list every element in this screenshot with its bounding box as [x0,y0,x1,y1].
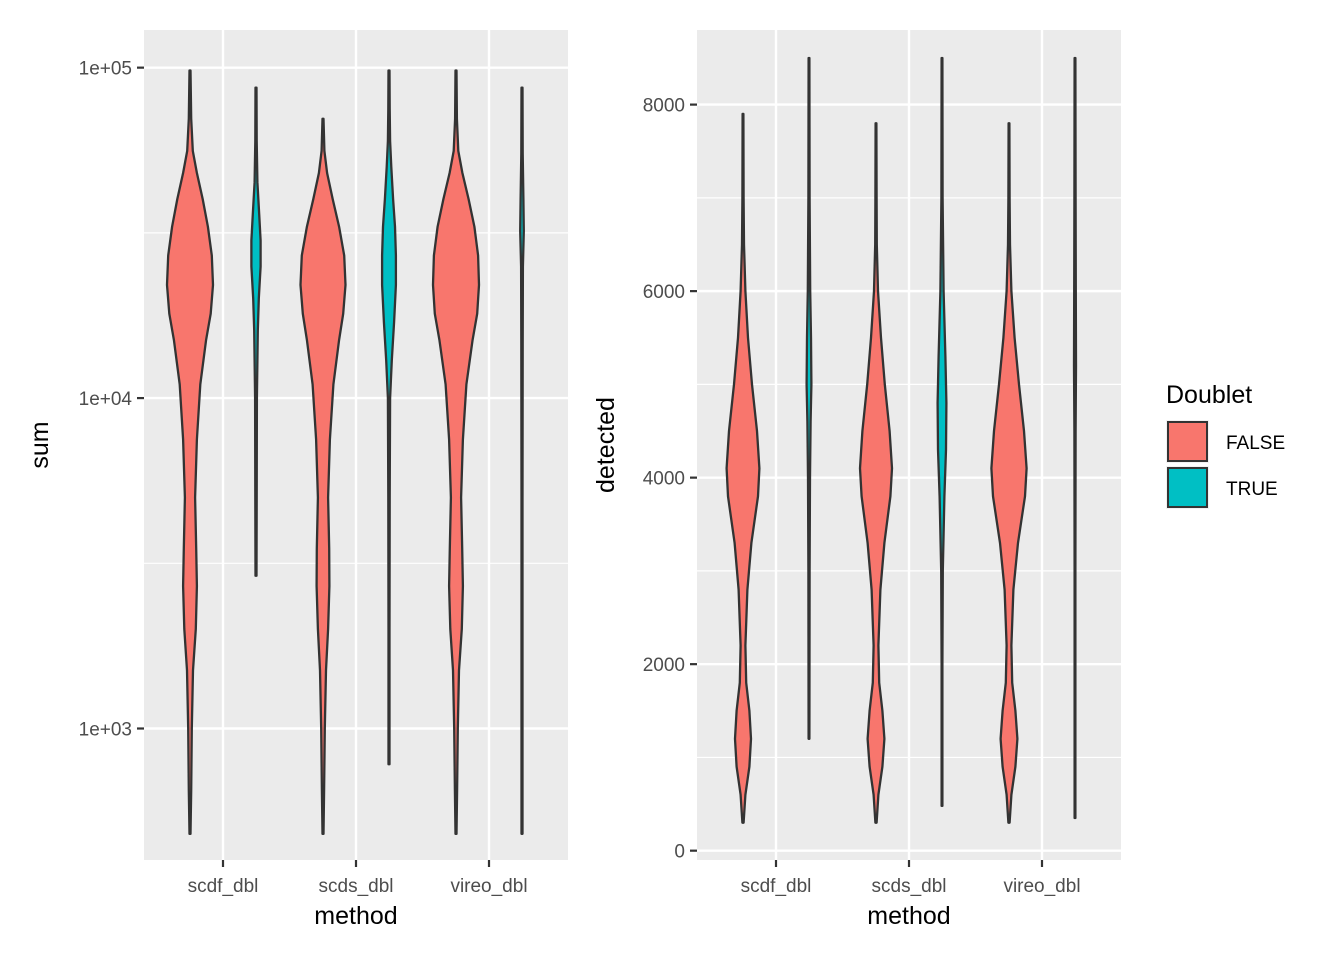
violin-true-scdf_dbl [250,86,262,577]
violin-false-scdf_dbl [725,112,761,824]
legend-key-false [1167,421,1208,462]
violin-true-scds_dbl [380,69,398,766]
y-tick-label: 0 [674,842,685,863]
x-tick-label: scdf_dbl [188,876,259,897]
panel-detected: 0 2000 4000 6000 8000 scdf_dbl scds_dbl vireo_d… [592,30,1121,930]
violin-true-vireo_dbl [1072,56,1078,820]
x-tick-label: vireo_dbl [1003,876,1080,897]
violin-false-scdf_dbl [165,69,215,835]
x-axis-title: method [314,902,397,930]
violin-false-vireo_dbl [990,122,1028,824]
y-axis-title: sum [26,421,54,468]
legend-label-true: TRUE [1226,479,1278,500]
legend-title: Doublet [1166,381,1252,409]
violin-true-scds_dbl [936,56,948,808]
y-tick-label: 8000 [643,96,685,117]
y-tick-label: 1e+05 [79,59,132,80]
x-tick-label: scds_dbl [872,876,947,897]
y-tick-label: 1e+03 [79,720,132,741]
x-tick-label: vireo_dbl [450,876,527,897]
x-axis-title: method [867,902,950,930]
y-tick-label: 2000 [643,655,685,676]
y-tick-label: 1e+04 [79,389,133,410]
violin-false-scds_dbl [299,117,347,835]
legend-label-false: FALSE [1226,433,1285,454]
panel-sum: 1e+03 1e+04 1e+05 scdf_dbl scds_dbl vireo_dbl… [26,30,568,930]
legend-key-true [1167,467,1208,508]
violin-true-vireo_dbl [519,86,525,835]
y-tick-label: 6000 [643,282,685,303]
violin-true-scdf_dbl [805,56,813,740]
y-axis-title: detected [592,397,620,493]
y-tick-label: 4000 [643,469,685,490]
x-tick-label: scds_dbl [319,876,394,897]
legend: Doublet FALSE TRUE [1166,381,1285,509]
violin-false-vireo_dbl [431,69,481,835]
x-tick-label: scdf_dbl [741,876,812,897]
violin-false-scds_dbl [858,122,894,824]
